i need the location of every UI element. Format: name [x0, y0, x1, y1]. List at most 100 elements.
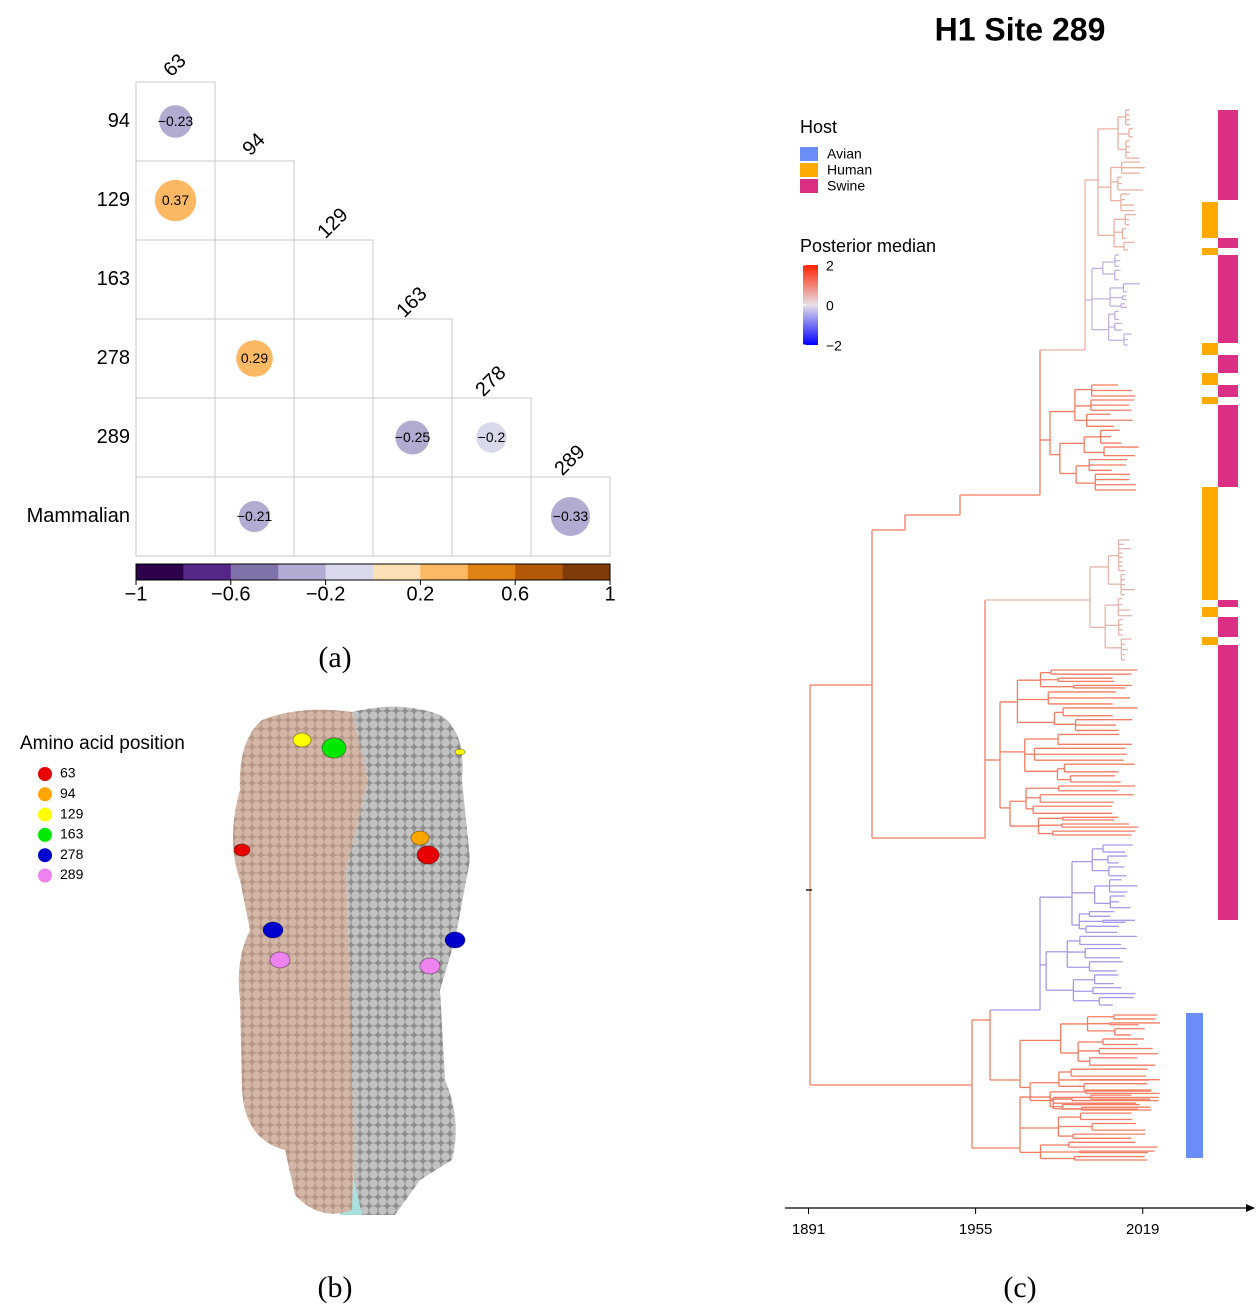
matrix-cell	[294, 477, 373, 556]
column-label: 289	[550, 441, 589, 480]
figure: 94129163278289Mammalian6394129163278289−…	[0, 0, 1258, 1314]
residue-highlight	[263, 922, 283, 938]
colorbar-tick-label: −0.6	[211, 583, 250, 605]
column-label: 63	[159, 50, 190, 81]
host-bar	[1202, 607, 1218, 617]
legend-swatch	[38, 828, 52, 842]
legend-label: 94	[60, 785, 76, 801]
residue-highlight	[234, 844, 250, 856]
colorbar-tick-label: −0.2	[306, 583, 345, 605]
legend-title: Host	[800, 117, 837, 137]
colorbar-segment	[231, 564, 279, 580]
colorbar-tick-label: −2	[826, 338, 842, 354]
column-label: 94	[238, 129, 269, 160]
correlation-label: −0.33	[553, 508, 589, 524]
x-tick-label: 1891	[792, 1221, 825, 1238]
host-bar	[1202, 202, 1218, 238]
phylogenetic-tree	[806, 110, 1160, 1160]
residue-highlight	[411, 831, 429, 845]
colorbar-tick-label: 2	[826, 258, 834, 274]
matrix-cell	[294, 398, 373, 477]
legend-label: 289	[60, 866, 84, 882]
row-label: 129	[97, 189, 130, 211]
host-bar	[1202, 637, 1218, 645]
row-label: 163	[97, 268, 130, 290]
host-bar	[1202, 487, 1218, 600]
host-bar	[1202, 343, 1218, 355]
residue-highlight	[322, 738, 346, 758]
axis-arrow	[1246, 1204, 1255, 1212]
matrix-cell	[294, 240, 373, 319]
matrix-cell	[136, 398, 215, 477]
colorbar-segment	[515, 564, 563, 580]
colorbar-segment	[563, 564, 611, 580]
legend-swatch	[38, 808, 52, 822]
correlation-label: −0.25	[395, 429, 431, 445]
colorbar-segment	[278, 564, 326, 580]
matrix-cell	[215, 398, 294, 477]
colorbar-tick-label: 1	[604, 583, 615, 605]
panel-title: H1 Site 289	[935, 11, 1106, 47]
legend-swatch	[38, 869, 52, 883]
row-label: 278	[97, 347, 130, 369]
host-bar	[1218, 600, 1238, 607]
protein-chain-brown	[233, 710, 368, 1214]
correlation-label: 0.37	[162, 192, 189, 208]
row-label: 94	[108, 110, 130, 132]
host-bar	[1218, 645, 1238, 920]
panel-caption: (a)	[318, 641, 351, 674]
host-bar	[1202, 373, 1218, 385]
matrix-cell	[452, 477, 531, 556]
residue-highlight	[420, 958, 440, 974]
legend-title: Posterior median	[800, 236, 936, 256]
legend-title: Amino acid position	[20, 733, 185, 754]
colorbar-segment	[373, 564, 421, 580]
host-bar	[1218, 405, 1238, 487]
matrix-cell	[215, 240, 294, 319]
legend-swatch	[38, 848, 52, 862]
legend-swatch	[38, 767, 52, 781]
correlation-label: −0.23	[158, 113, 194, 129]
row-label: 289	[97, 426, 130, 448]
host-bar	[1218, 617, 1238, 637]
colorbar-tick-label: 0	[826, 298, 834, 314]
legend-label: Avian	[827, 146, 862, 162]
legend-swatch	[800, 163, 818, 177]
colorbar-segment	[420, 564, 468, 580]
residue-highlight	[417, 846, 439, 864]
correlation-label: −0.21	[237, 508, 273, 524]
colorbar-tick-label: 0.6	[501, 583, 529, 605]
residue-highlight	[455, 749, 465, 755]
x-tick-label: 1955	[959, 1221, 992, 1238]
residue-highlight	[293, 733, 311, 747]
matrix-cell	[136, 240, 215, 319]
host-bar	[1186, 1013, 1203, 1158]
panel-caption: (b)	[318, 1271, 353, 1304]
matrix-cell	[215, 161, 294, 240]
legend-swatch	[800, 179, 818, 193]
matrix-cell	[373, 319, 452, 398]
matrix-cell	[373, 477, 452, 556]
colorbar-tick-label: −1	[125, 583, 148, 605]
correlation-label: 0.29	[241, 350, 268, 366]
legend-label: Swine	[827, 178, 865, 194]
host-bar	[1202, 248, 1218, 255]
residue-highlight	[445, 932, 465, 948]
colorbar-segment	[468, 564, 516, 580]
x-tick-label: 2019	[1126, 1221, 1159, 1238]
correlation-label: −0.2	[478, 429, 506, 445]
host-bar	[1218, 110, 1238, 200]
host-bar	[1218, 385, 1238, 397]
legend-label: 163	[60, 826, 84, 842]
column-label: 129	[313, 204, 352, 243]
colorbar-segment	[136, 564, 184, 580]
host-bar	[1218, 355, 1238, 373]
legend-label: Human	[827, 162, 872, 178]
column-label: 163	[392, 283, 431, 322]
host-bar	[1218, 238, 1238, 248]
colorbar-tick-label: 0.2	[406, 583, 434, 605]
host-bar	[1218, 255, 1238, 343]
legend-swatch	[800, 147, 818, 161]
matrix-cell	[294, 319, 373, 398]
panel-caption: (c)	[1003, 1271, 1036, 1304]
